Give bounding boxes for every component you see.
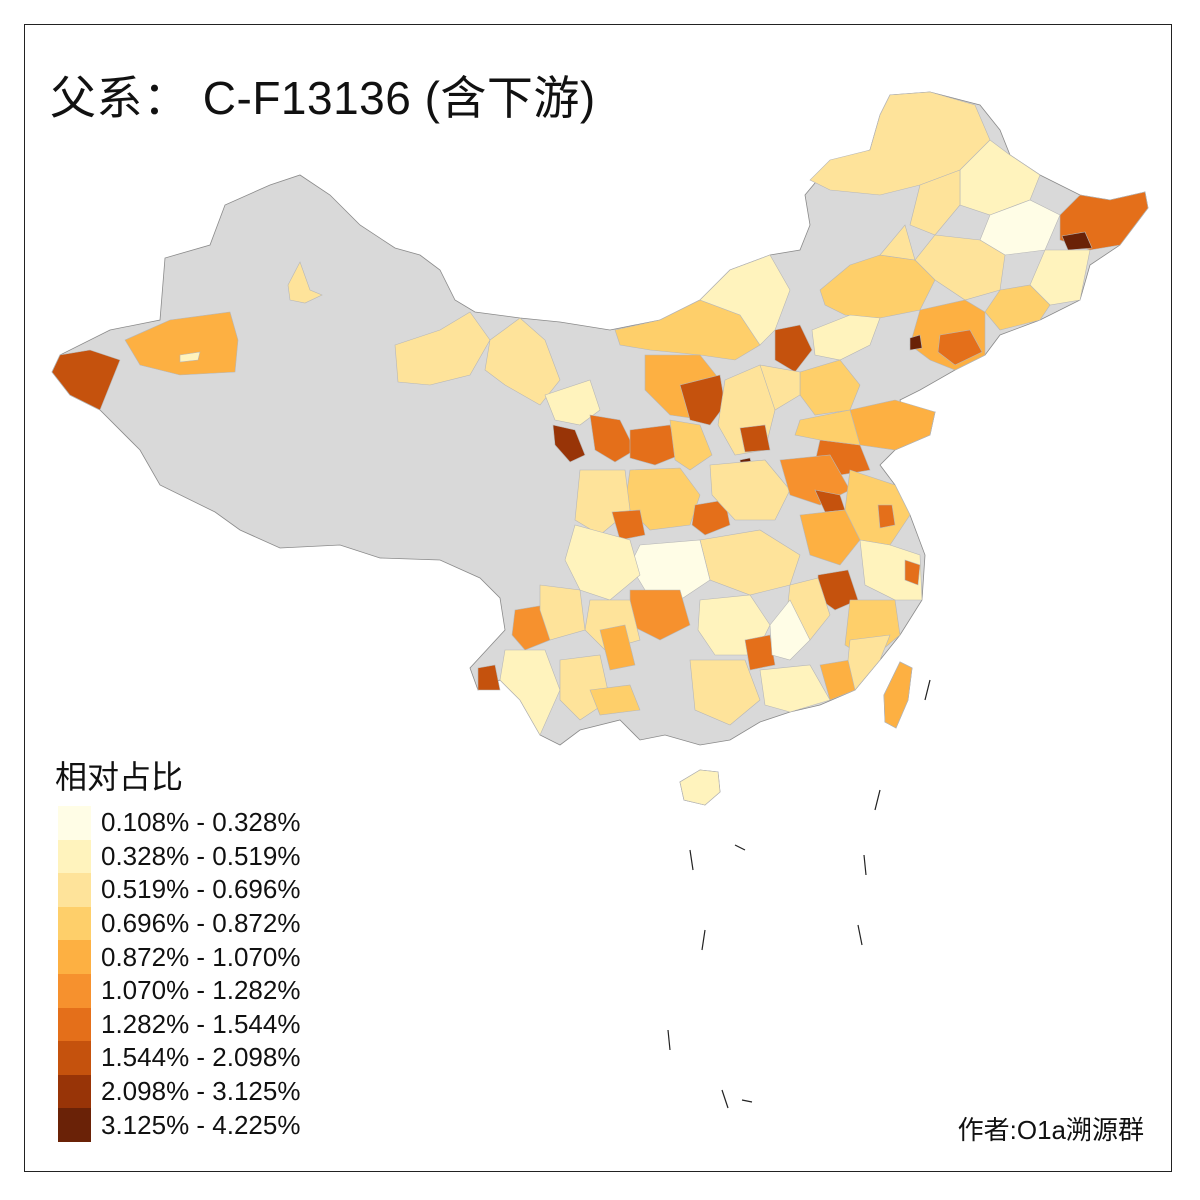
region-class-4	[849, 399, 936, 451]
legend-label: 0.108% - 0.328%	[101, 807, 301, 838]
region-class-4	[883, 661, 913, 729]
region-class-7	[739, 424, 771, 453]
region-class-1	[759, 664, 831, 713]
legend: 0.108% - 0.328% 0.328% - 0.519% 0.519% -…	[58, 806, 300, 1142]
region-class-2	[879, 224, 916, 261]
legend-row: 1.070% - 1.282%	[58, 973, 301, 1008]
legend-row: 0.328% - 0.519%	[58, 839, 301, 874]
region-class-6	[589, 414, 636, 463]
region-class-6	[744, 634, 776, 671]
region-class-3	[794, 409, 861, 446]
legend-row: 0.696% - 0.872%	[58, 906, 301, 941]
region-class-2	[394, 311, 491, 386]
region-class-0	[769, 599, 811, 661]
map-title: 父系： C-F13136 (含下游)	[50, 72, 596, 124]
legend-label: 1.282% - 1.544%	[101, 1008, 301, 1039]
legend-label: 0.328% - 0.519%	[101, 840, 301, 871]
region-class-3	[669, 419, 713, 471]
region-class-1	[1029, 249, 1091, 306]
prefecture-regions	[51, 91, 1149, 806]
legend-swatch	[58, 1007, 91, 1042]
legend-row: 2.098% - 3.125%	[58, 1074, 301, 1109]
region-class-2	[484, 317, 561, 406]
legend-label: 0.696% - 0.872%	[101, 908, 301, 939]
region-class-1	[544, 379, 601, 426]
region-class-9	[1061, 231, 1093, 251]
region-class-6	[877, 504, 896, 529]
legend-swatch	[58, 906, 91, 941]
region-class-2	[287, 261, 323, 304]
south-sea-islands	[667, 679, 931, 1109]
legend-label: 3.125% - 4.225%	[101, 1109, 301, 1140]
legend-label: 2.098% - 3.125%	[101, 1076, 301, 1107]
region-class-1	[699, 254, 791, 346]
region-class-4	[124, 311, 239, 376]
region-class-7	[679, 374, 726, 426]
legend-swatch	[58, 806, 91, 840]
legend-swatch	[58, 1108, 91, 1142]
legend-label: 1.070% - 1.282%	[101, 975, 301, 1006]
legend-label: 1.544% - 2.098%	[101, 1042, 301, 1073]
region-class-2	[539, 584, 586, 641]
region-class-3	[614, 299, 761, 361]
legend-swatch	[58, 973, 91, 1008]
region-class-2	[847, 634, 891, 691]
region-class-7	[51, 349, 121, 411]
region-class-3	[819, 254, 936, 319]
region-class-6	[904, 559, 921, 586]
region-class-1	[679, 769, 721, 806]
region-class-3	[589, 684, 641, 716]
region-class-1	[179, 351, 201, 363]
region-class-7	[477, 664, 501, 691]
legend-swatch	[58, 1074, 91, 1109]
legend-row: 0.108% - 0.328%	[58, 806, 300, 840]
legend-swatch	[58, 873, 91, 907]
legend-row: 3.125% - 4.225%	[58, 1108, 300, 1142]
legend-title: 相对占比	[55, 759, 184, 795]
region-class-6	[629, 424, 681, 466]
region-class-6	[611, 509, 646, 541]
legend-swatch	[58, 1041, 91, 1075]
region-class-7	[774, 324, 813, 373]
region-class-8	[552, 424, 586, 463]
legend-row: 1.544% - 2.098%	[58, 1041, 300, 1075]
region-class-9	[909, 334, 923, 351]
legend-swatch	[58, 940, 91, 974]
region-class-1	[859, 539, 923, 601]
legend-label: 0.519% - 0.696%	[101, 874, 301, 905]
region-class-6	[937, 329, 983, 366]
region-class-1	[811, 314, 881, 361]
legend-swatch	[58, 839, 91, 874]
region-class-4	[799, 509, 861, 566]
region-class-2	[709, 459, 791, 521]
region-class-1	[499, 649, 561, 736]
region-class-2	[689, 659, 761, 726]
region-class-1	[959, 139, 1041, 216]
legend-row: 0.519% - 0.696%	[58, 873, 300, 907]
legend-row: 0.872% - 1.070%	[58, 940, 300, 974]
legend-row: 1.282% - 1.544%	[58, 1007, 301, 1042]
legend-label: 0.872% - 1.070%	[101, 941, 301, 972]
author-credit: 作者:O1a溯源群	[957, 1115, 1144, 1145]
region-class-4	[599, 624, 636, 671]
region-class-2	[909, 169, 961, 236]
